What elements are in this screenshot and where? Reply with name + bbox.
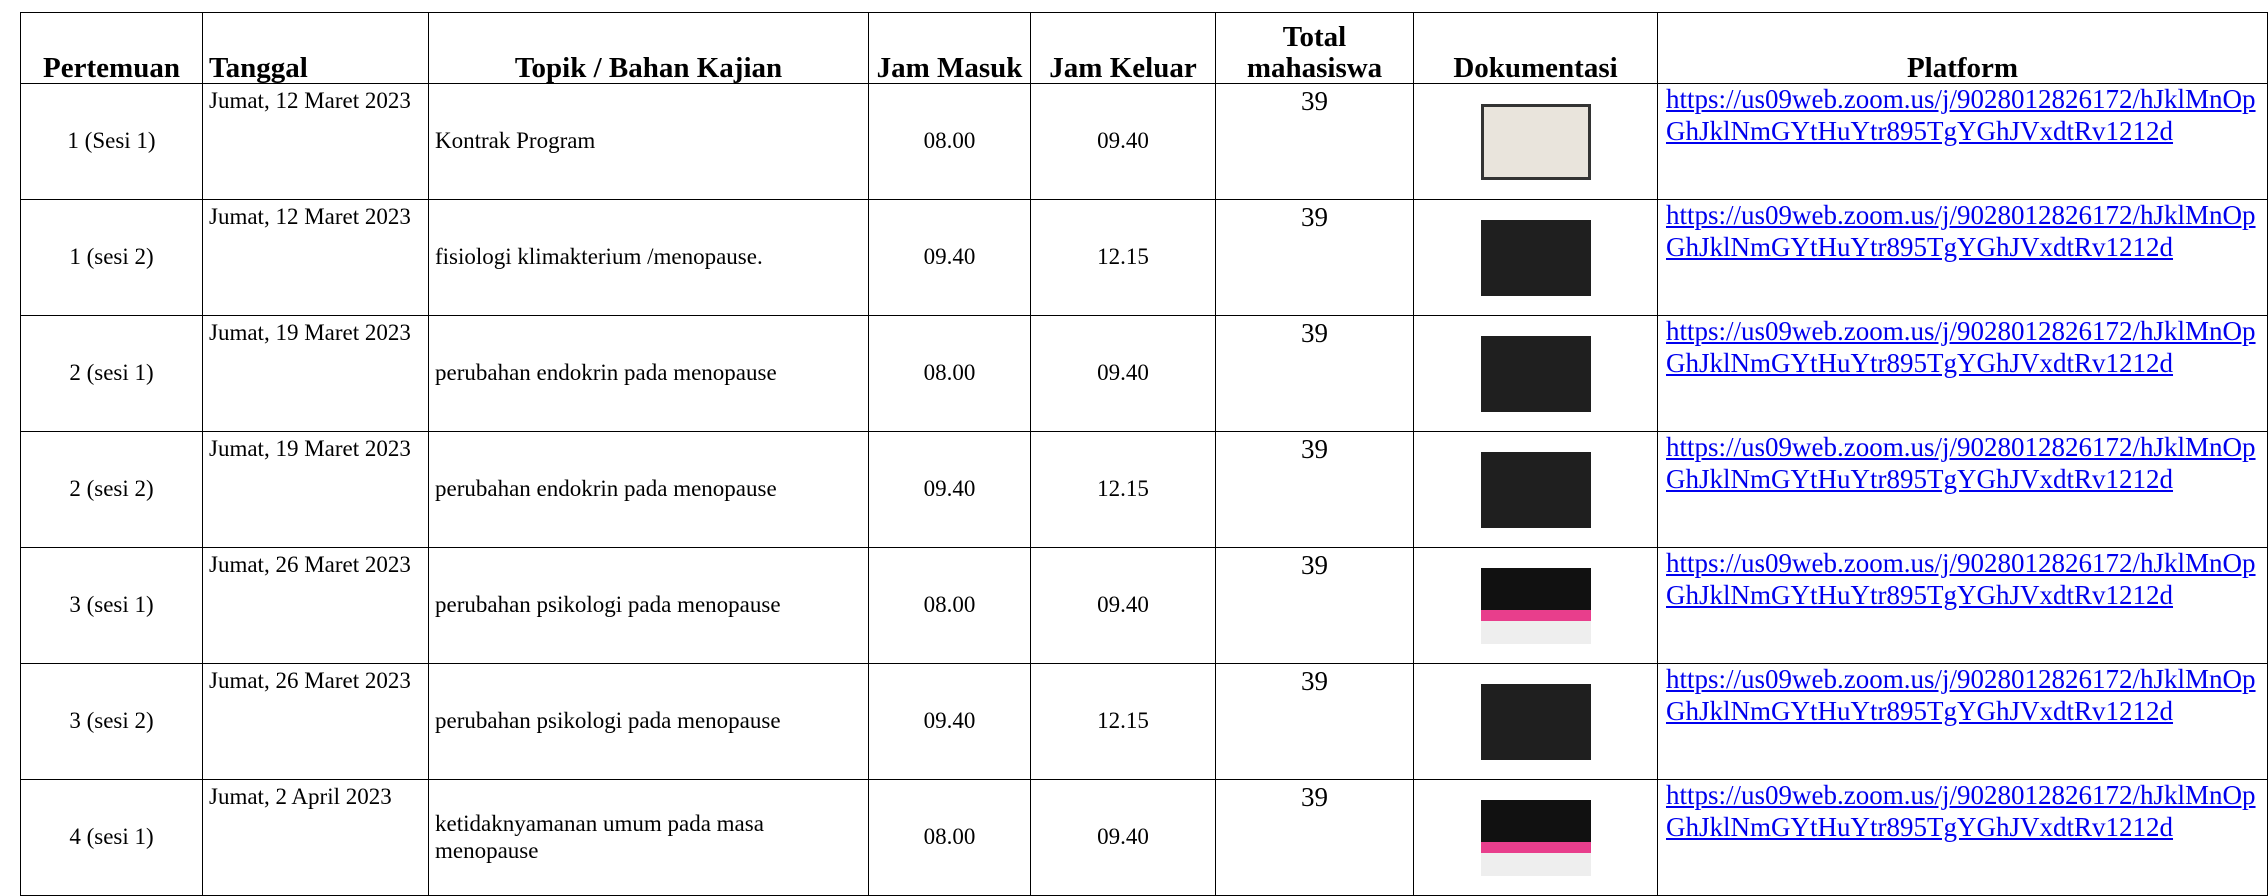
column-header: Tanggal <box>203 13 429 84</box>
total-cell: 39 <box>1216 780 1414 896</box>
topic-cell: Kontrak Program <box>429 84 869 200</box>
time-in-cell: 09.40 <box>869 200 1031 316</box>
screenshot-thumbnail <box>1481 104 1591 180</box>
screenshot-thumbnail <box>1481 568 1591 644</box>
column-header: Topik / Bahan Kajian <box>429 13 869 84</box>
time-in-cell: 09.40 <box>869 664 1031 780</box>
session-cell: 1 (Sesi 1) <box>21 84 203 200</box>
platform-link[interactable]: https://us09web.zoom.us/j/9028012826172/… <box>1666 780 2256 842</box>
documentation-cell <box>1414 200 1658 316</box>
date-cell: Jumat, 26 Maret 2023 <box>203 548 429 664</box>
platform-cell: https://us09web.zoom.us/j/9028012826172/… <box>1658 200 2268 316</box>
column-header: Dokumentasi <box>1414 13 1658 84</box>
session-cell: 3 (sesi 2) <box>21 664 203 780</box>
platform-link[interactable]: https://us09web.zoom.us/j/9028012826172/… <box>1666 432 2256 494</box>
total-cell: 39 <box>1216 432 1414 548</box>
date-cell: Jumat, 12 Maret 2023 <box>203 200 429 316</box>
session-cell: 2 (sesi 1) <box>21 316 203 432</box>
platform-cell: https://us09web.zoom.us/j/9028012826172/… <box>1658 548 2268 664</box>
session-cell: 2 (sesi 2) <box>21 432 203 548</box>
topic-cell: perubahan psikologi pada menopause <box>429 664 869 780</box>
platform-cell: https://us09web.zoom.us/j/9028012826172/… <box>1658 780 2268 896</box>
time-out-cell: 09.40 <box>1031 84 1216 200</box>
topic-cell: perubahan endokrin pada menopause <box>429 316 869 432</box>
documentation-cell <box>1414 84 1658 200</box>
total-cell: 39 <box>1216 548 1414 664</box>
topic-cell: perubahan psikologi pada menopause <box>429 548 869 664</box>
topic-cell: fisiologi klimakterium /menopause. <box>429 200 869 316</box>
topic-cell: ketidaknyamanan umum pada masa menopause <box>429 780 869 896</box>
time-out-cell: 12.15 <box>1031 664 1216 780</box>
time-out-cell: 09.40 <box>1031 316 1216 432</box>
time-out-cell: 12.15 <box>1031 432 1216 548</box>
column-header: Platform <box>1658 13 2268 84</box>
screenshot-thumbnail <box>1481 220 1591 296</box>
session-cell: 4 (sesi 1) <box>21 780 203 896</box>
date-cell: Jumat, 12 Maret 2023 <box>203 84 429 200</box>
screenshot-thumbnail <box>1481 452 1591 528</box>
time-in-cell: 09.40 <box>869 432 1031 548</box>
screenshot-thumbnail <box>1481 684 1591 760</box>
time-out-cell: 09.40 <box>1031 548 1216 664</box>
date-cell: Jumat, 2 April 2023 <box>203 780 429 896</box>
platform-cell: https://us09web.zoom.us/j/9028012826172/… <box>1658 316 2268 432</box>
time-out-cell: 12.15 <box>1031 200 1216 316</box>
documentation-cell <box>1414 780 1658 896</box>
platform-link[interactable]: https://us09web.zoom.us/j/9028012826172/… <box>1666 316 2256 378</box>
date-cell: Jumat, 26 Maret 2023 <box>203 664 429 780</box>
documentation-cell <box>1414 432 1658 548</box>
total-cell: 39 <box>1216 316 1414 432</box>
time-in-cell: 08.00 <box>869 84 1031 200</box>
total-cell: 39 <box>1216 664 1414 780</box>
column-header: Jam Masuk <box>869 13 1031 84</box>
column-header: Total mahasiswa <box>1216 13 1414 84</box>
total-cell: 39 <box>1216 200 1414 316</box>
platform-link[interactable]: https://us09web.zoom.us/j/9028012826172/… <box>1666 548 2256 610</box>
platform-link[interactable]: https://us09web.zoom.us/j/9028012826172/… <box>1666 200 2256 262</box>
time-in-cell: 08.00 <box>869 548 1031 664</box>
platform-link[interactable]: https://us09web.zoom.us/j/9028012826172/… <box>1666 664 2256 726</box>
documentation-cell <box>1414 664 1658 780</box>
topic-cell: perubahan endokrin pada menopause <box>429 432 869 548</box>
platform-link[interactable]: https://us09web.zoom.us/j/9028012826172/… <box>1666 84 2256 146</box>
total-cell: 39 <box>1216 84 1414 200</box>
column-header: Pertemuan <box>21 13 203 84</box>
screenshot-thumbnail <box>1481 800 1591 876</box>
column-header: Jam Keluar <box>1031 13 1216 84</box>
time-out-cell: 09.40 <box>1031 780 1216 896</box>
platform-cell: https://us09web.zoom.us/j/9028012826172/… <box>1658 432 2268 548</box>
screenshot-thumbnail <box>1481 336 1591 412</box>
time-in-cell: 08.00 <box>869 316 1031 432</box>
session-cell: 1 (sesi 2) <box>21 200 203 316</box>
platform-cell: https://us09web.zoom.us/j/9028012826172/… <box>1658 84 2268 200</box>
date-cell: Jumat, 19 Maret 2023 <box>203 432 429 548</box>
time-in-cell: 08.00 <box>869 780 1031 896</box>
documentation-cell <box>1414 548 1658 664</box>
platform-cell: https://us09web.zoom.us/j/9028012826172/… <box>1658 664 2268 780</box>
session-cell: 3 (sesi 1) <box>21 548 203 664</box>
date-cell: Jumat, 19 Maret 2023 <box>203 316 429 432</box>
documentation-cell <box>1414 316 1658 432</box>
